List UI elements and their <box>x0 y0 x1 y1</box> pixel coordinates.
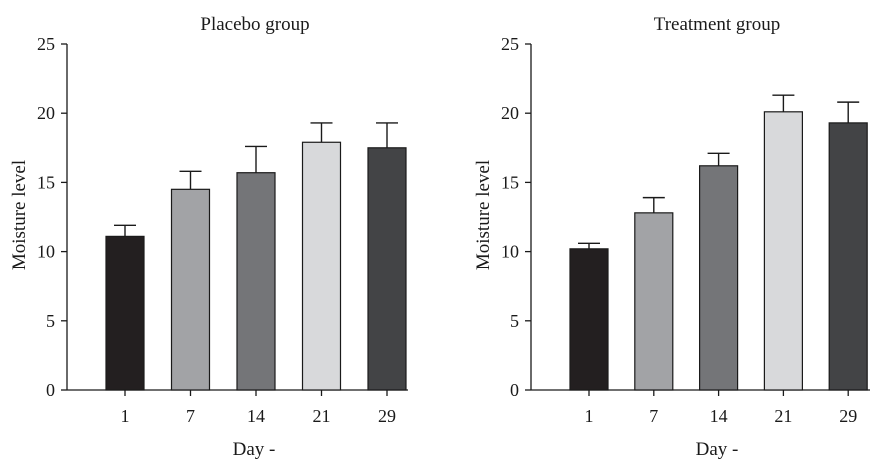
y-axis-label: Moisture level <box>9 160 30 270</box>
y-tick-label: 15 <box>37 172 55 192</box>
x-tick-labels: 1 7 14 21 29 <box>121 406 397 426</box>
bar-day-14 <box>698 165 739 391</box>
bars <box>569 111 868 391</box>
y-tick-label: 5 <box>510 311 519 331</box>
bar-day-7 <box>170 188 211 391</box>
y-tick-label: 10 <box>37 242 55 262</box>
y-tick-label: 20 <box>37 103 55 123</box>
x-tick-label: 7 <box>186 406 195 426</box>
y-tick-label: 15 <box>501 172 519 192</box>
y-tick-label: 20 <box>501 103 519 123</box>
y-tick-label: 5 <box>46 311 55 331</box>
x-tick-label: 7 <box>649 406 658 426</box>
x-axis-label: Day - <box>696 439 739 460</box>
y-tick-label: 10 <box>501 242 519 262</box>
x-tick-label: 29 <box>378 406 396 426</box>
bar-day-21 <box>301 141 342 391</box>
error-bars <box>578 94 860 249</box>
x-tick-label: 14 <box>710 406 728 426</box>
x-axis-label: Day - <box>233 439 276 460</box>
y-tick-labels: 0 5 10 15 20 25 <box>501 34 519 400</box>
x-tick-label: 14 <box>247 406 265 426</box>
x-tick-label: 1 <box>121 406 130 426</box>
bars <box>105 141 407 391</box>
bar-day-29 <box>828 122 868 391</box>
bar-day-1 <box>105 235 145 391</box>
bar-day-29 <box>367 147 407 391</box>
x-tick-labels: 1 7 14 21 29 <box>585 406 858 426</box>
bar-day-21 <box>763 111 804 391</box>
error-bars <box>114 122 398 237</box>
y-tick-label: 0 <box>510 380 519 400</box>
bar-day-1 <box>569 248 609 391</box>
y-tick-label: 25 <box>37 34 55 54</box>
chart-title: Placebo group <box>200 14 309 35</box>
bar-day-7 <box>634 212 674 391</box>
chart-title: Treatment group <box>654 14 780 35</box>
y-axis-label: Moisture level <box>473 160 494 270</box>
x-tick-label: 29 <box>839 406 857 426</box>
x-tick-label: 21 <box>313 406 331 426</box>
y-tick-label: 0 <box>46 380 55 400</box>
treatment-chart-panel: Treatment group Moisture level Day - 0 5 1… <box>473 14 870 460</box>
y-tick-labels: 0 5 10 15 20 25 <box>37 34 55 400</box>
bar-day-14 <box>236 172 276 391</box>
y-tick-label: 25 <box>501 34 519 54</box>
x-tick-label: 21 <box>774 406 792 426</box>
x-tick-label: 1 <box>585 406 594 426</box>
placebo-chart-panel: Placebo group Moisture level Day - 0 5 10 1… <box>9 14 408 460</box>
